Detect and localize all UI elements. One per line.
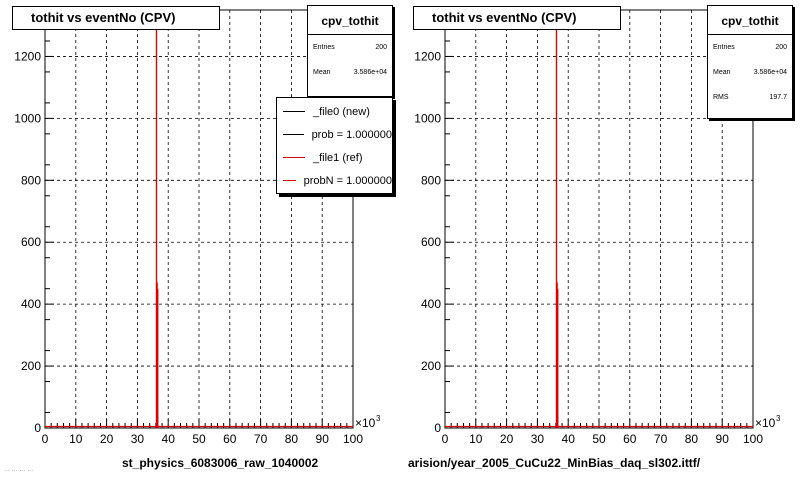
y-tick-label: 1000	[414, 111, 441, 125]
x-tick-label: 40	[562, 432, 576, 446]
legend-swatch	[283, 180, 296, 181]
x-tick-label: 70	[654, 432, 668, 446]
y-tick-label: 200	[421, 359, 441, 373]
stats-value: 3.586e+04	[753, 69, 787, 76]
stats-label: Entries	[713, 44, 735, 51]
x-axis-multiplier-exponent: 3	[776, 414, 781, 423]
y-tick-label: 1000	[14, 111, 41, 125]
stats-row-entries: Entries 200	[708, 35, 792, 60]
y-tick-label: 1200	[414, 49, 441, 63]
stats-label: Mean	[713, 69, 731, 76]
x-axis-multiplier: ×10	[355, 416, 376, 430]
x-axis-multiplier-exponent: 3	[376, 414, 381, 423]
legend-swatch	[283, 134, 304, 135]
x-tick-label: 90	[716, 432, 730, 446]
legend-entry: prob = 1.000000	[277, 123, 392, 146]
x-tick-label: 70	[254, 432, 268, 446]
x-tick-label: 100	[343, 432, 363, 446]
x-tick-label: 30	[531, 432, 545, 446]
legend-label: probN = 1.000000	[303, 174, 392, 187]
legend-label: _file1 (ref)	[313, 151, 363, 164]
stats-box-right: cpv_tothit Entries 200 Mean 3.586e+04 RM…	[707, 5, 793, 119]
legend-entry: _file0 (new)	[277, 100, 392, 123]
x-axis-multiplier: ×10	[755, 416, 776, 430]
x-tick-label: 30	[131, 432, 145, 446]
legend-swatch	[283, 111, 305, 112]
legend-left: _file0 (new) prob = 1.000000 _file1 (ref…	[276, 97, 393, 194]
stats-row-entries: Entries 200	[308, 35, 392, 60]
x-tick-label: 10	[469, 432, 483, 446]
x-tick-label: 20	[100, 432, 114, 446]
stats-label: RMS	[713, 94, 729, 101]
stats-name: cpv_tothit	[708, 6, 792, 35]
x-tick-label: 50	[592, 432, 606, 446]
legend-entry: _file1 (ref)	[277, 146, 392, 169]
x-tick-label: 0	[42, 432, 49, 446]
x-tick-label: 20	[500, 432, 514, 446]
x-tick-label: 80	[285, 432, 299, 446]
legend-label: _file0 (new)	[313, 105, 370, 118]
x-tick-label: 50	[192, 432, 206, 446]
y-tick-label: 800	[421, 173, 441, 187]
y-tick-label: 800	[21, 173, 41, 187]
footer-faint-text: ... ... ... ...	[4, 466, 34, 473]
stats-row-rms: RMS 197.7	[708, 85, 792, 110]
x-tick-label: 80	[685, 432, 699, 446]
legend-swatch	[283, 157, 305, 158]
y-tick-label: 600	[21, 235, 41, 249]
stats-row-mean: Mean 3.586e+04	[708, 60, 792, 85]
y-tick-label: 0	[34, 421, 41, 435]
legend-label: prob = 1.000000	[311, 128, 392, 141]
x-tick-label: 40	[162, 432, 176, 446]
stats-value: 200	[375, 44, 387, 51]
x-tick-label: 100	[743, 432, 763, 446]
stats-name: cpv_tothit	[308, 6, 392, 35]
stats-label: Mean	[313, 69, 331, 76]
y-tick-label: 1200	[14, 49, 41, 63]
stats-value: 197.7	[769, 94, 787, 101]
stats-box-left: cpv_tothit Entries 200 Mean 3.586e+04	[307, 5, 393, 97]
stats-row-mean: Mean 3.586e+04	[308, 60, 392, 85]
stats-label: Entries	[313, 44, 335, 51]
plot-title-right: tothit vs eventNo (CPV)	[413, 6, 621, 30]
y-tick-label: 200	[21, 359, 41, 373]
x-tick-label: 0	[442, 432, 449, 446]
footer-file-right: arision/year_2005_CuCu22_MinBias_daq_sl3…	[408, 456, 701, 470]
y-tick-label: 400	[421, 297, 441, 311]
legend-entry: probN = 1.000000	[277, 169, 392, 192]
x-tick-label: 10	[69, 432, 83, 446]
x-tick-label: 60	[623, 432, 637, 446]
x-tick-label: 60	[223, 432, 237, 446]
y-tick-label: 400	[21, 297, 41, 311]
stats-value: 3.586e+04	[353, 69, 387, 76]
footer-file-left: st_physics_6083006_raw_1040002	[122, 456, 319, 470]
stats-value: 200	[775, 44, 787, 51]
x-tick-label: 90	[316, 432, 330, 446]
y-tick-label: 0	[434, 421, 441, 435]
plot-title-left: tothit vs eventNo (CPV)	[12, 6, 220, 30]
y-tick-label: 600	[421, 235, 441, 249]
